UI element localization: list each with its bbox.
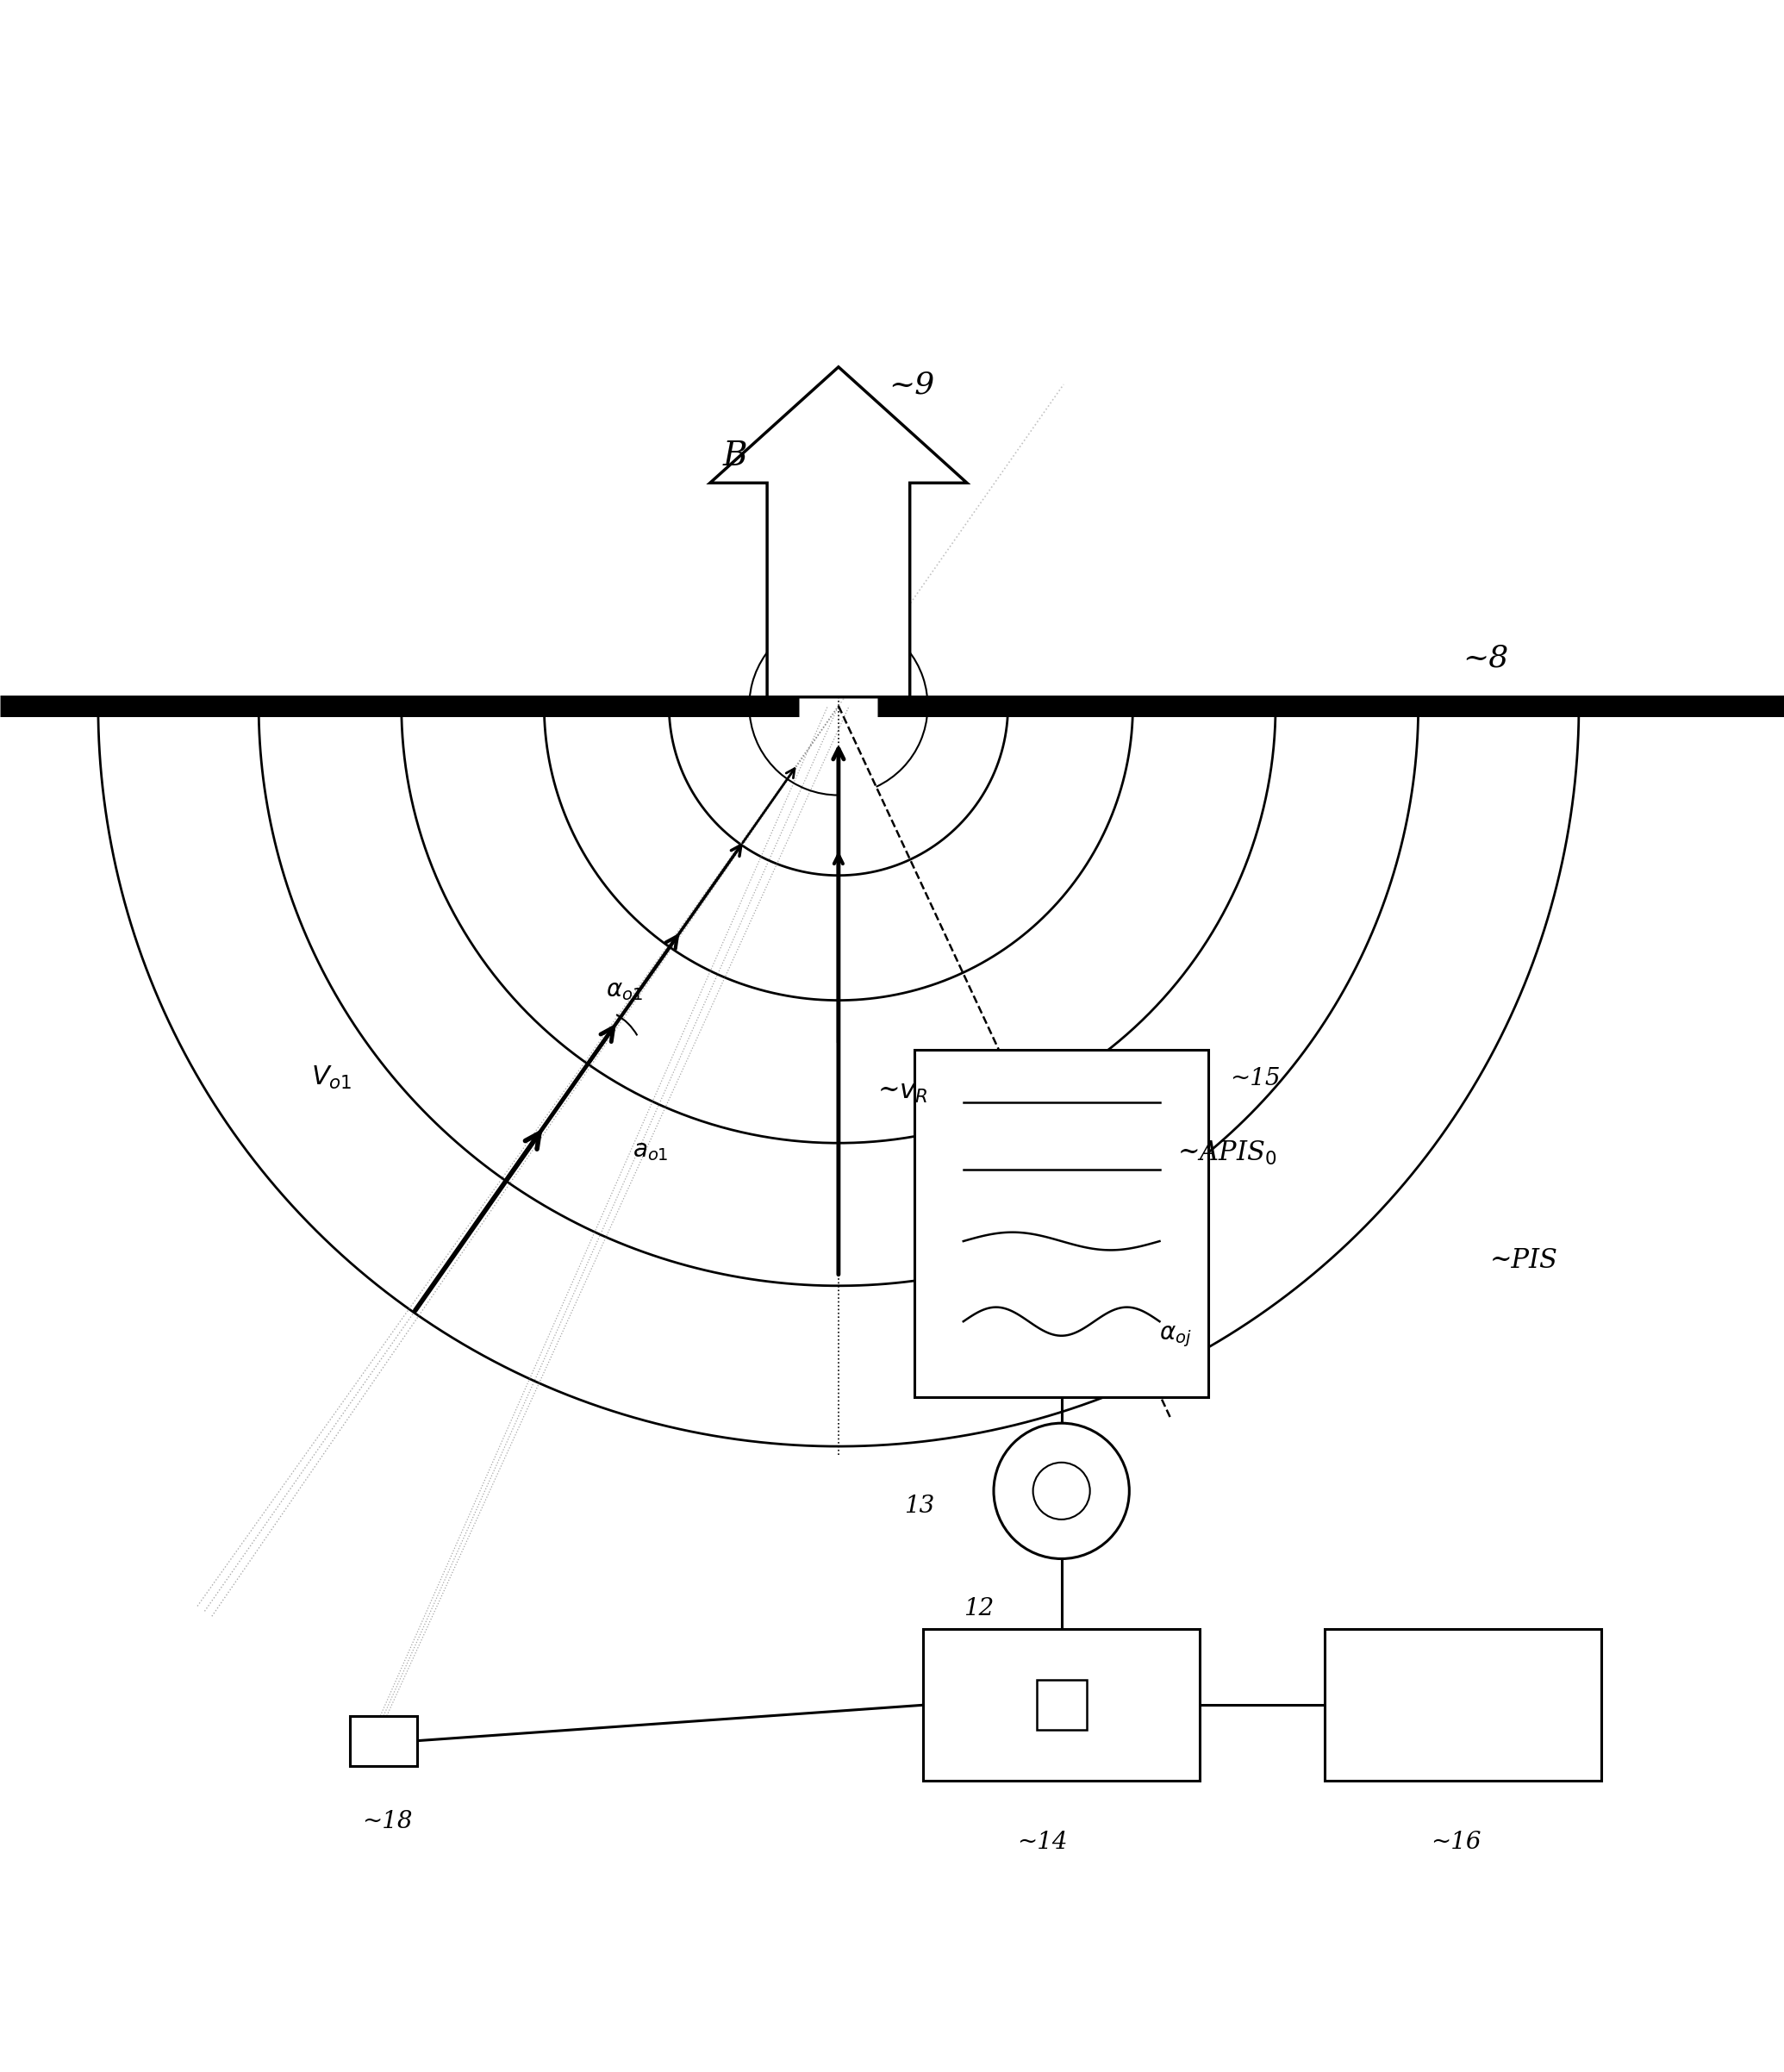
Text: ~18: ~18 xyxy=(362,1811,412,1834)
Text: ~16: ~16 xyxy=(1431,1830,1481,1854)
Bar xyxy=(1324,1629,1602,1780)
Text: ~APIS$_0$: ~APIS$_0$ xyxy=(1177,1140,1277,1167)
Text: ~14: ~14 xyxy=(1017,1830,1067,1854)
Bar xyxy=(913,1048,1210,1397)
Text: ~$v_R$: ~$v_R$ xyxy=(878,1077,928,1104)
Polygon shape xyxy=(710,367,967,696)
Text: ~8: ~8 xyxy=(1463,644,1509,673)
Bar xyxy=(350,1716,417,1765)
Text: ~PIS: ~PIS xyxy=(1490,1247,1557,1274)
Text: $\alpha_{oj}$: $\alpha_{oj}$ xyxy=(1160,1324,1192,1349)
Text: $V_{o1}$: $V_{o1}$ xyxy=(310,1065,351,1092)
Bar xyxy=(1037,1680,1086,1730)
Text: $a_{o1}$: $a_{o1}$ xyxy=(632,1140,669,1162)
Text: 12: 12 xyxy=(963,1598,994,1620)
Text: $\alpha_{o1}$: $\alpha_{o1}$ xyxy=(605,978,642,1003)
Bar xyxy=(924,1629,1199,1780)
Circle shape xyxy=(994,1423,1129,1558)
Text: ~9: ~9 xyxy=(888,371,935,400)
Text: ~15: ~15 xyxy=(1231,1067,1281,1090)
Circle shape xyxy=(1033,1463,1090,1519)
Text: B: B xyxy=(723,439,747,472)
Text: 13: 13 xyxy=(904,1494,935,1517)
